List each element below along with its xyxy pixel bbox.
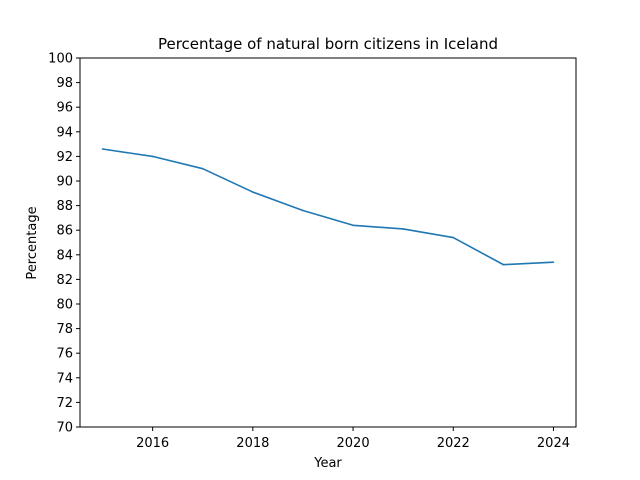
y-tick-label: 96 [56,101,73,116]
axes-frame [79,57,577,428]
data-point [552,261,555,263]
x-tick-label: 2016 [136,436,169,451]
y-tick-label: 90 [56,175,73,190]
chart-title: Percentage of natural born citizens in I… [158,35,498,53]
data-point [302,209,304,212]
data-point [151,155,154,158]
data-point [402,228,404,230]
y-tick-label: 88 [56,199,73,214]
y-tick-label: 74 [56,371,73,386]
y-tick-label: 84 [56,248,73,263]
y-axis-label: Percentage [25,206,40,279]
data-point [252,191,254,193]
x-tick-label: 2020 [337,436,370,451]
data-point [452,236,455,239]
x-axis: 2016 2018 2020 2022 2024 [136,427,570,451]
y-axis: 70 72 74 76 78 80 82 84 86 88 90 92 94 96 98 100 [48,52,80,436]
y-tick-label: 92 [56,150,73,165]
data-point [101,148,104,150]
data-point [352,224,354,227]
y-tick-label: 72 [56,396,73,411]
x-tick-label: 2018 [236,436,269,451]
data-point [502,263,505,266]
y-tick-label: 98 [56,76,73,91]
y-tick-label: 76 [56,347,73,362]
series-line [102,148,554,266]
y-tick-label: 82 [56,273,73,288]
x-tick-label: 2024 [537,436,570,451]
x-axis-label: Year [313,456,342,471]
series-layer [101,148,555,266]
data-point [201,167,204,170]
y-tick-label: 70 [56,421,73,436]
y-tick-label: 100 [48,52,73,67]
plot-area [79,57,577,428]
y-tick-label: 80 [56,298,73,313]
y-tick-label: 78 [56,322,73,337]
y-tick-label: 86 [56,224,73,239]
x-tick-label: 2022 [437,436,470,451]
y-tick-label: 94 [56,125,73,140]
